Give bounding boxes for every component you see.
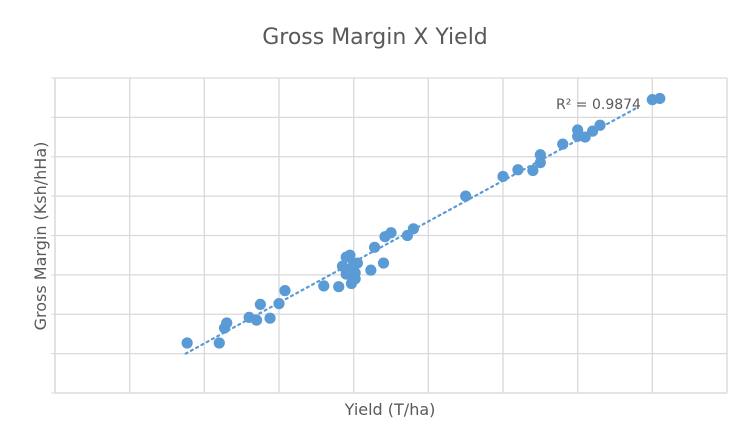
data-point <box>385 227 397 239</box>
data-point <box>587 125 599 137</box>
data-point <box>572 124 584 136</box>
data-point <box>181 337 193 349</box>
data-point <box>594 119 606 131</box>
data-point <box>351 257 363 269</box>
data-point <box>579 131 591 143</box>
data-point <box>264 312 276 324</box>
data-point <box>251 314 263 326</box>
data-point <box>534 157 546 169</box>
axes <box>51 77 727 394</box>
data-point <box>344 249 356 261</box>
data-point <box>497 170 509 183</box>
data-point <box>407 223 419 235</box>
data-point <box>279 285 291 297</box>
data-points <box>181 92 666 349</box>
data-point <box>534 149 546 161</box>
data-point <box>368 241 381 253</box>
data-point <box>318 280 330 292</box>
data-point <box>654 92 666 105</box>
chart-title: Gross Margin X Yield <box>262 25 488 50</box>
data-point <box>557 138 569 150</box>
data-point <box>221 317 233 329</box>
data-point <box>377 257 390 269</box>
data-point <box>349 273 361 285</box>
data-point <box>273 298 285 310</box>
data-point <box>254 298 266 311</box>
data-point <box>333 281 345 293</box>
data-point <box>460 190 472 202</box>
data-point <box>512 164 524 176</box>
data-point <box>527 164 539 177</box>
data-point <box>213 337 225 349</box>
y-axis-label: Gross Margin (Ksh/hHa) <box>31 142 50 331</box>
data-point <box>365 264 377 276</box>
x-axis-label: Yield (T/ha) <box>344 400 436 419</box>
r-squared-annotation: R² = 0.9874 <box>556 97 641 113</box>
